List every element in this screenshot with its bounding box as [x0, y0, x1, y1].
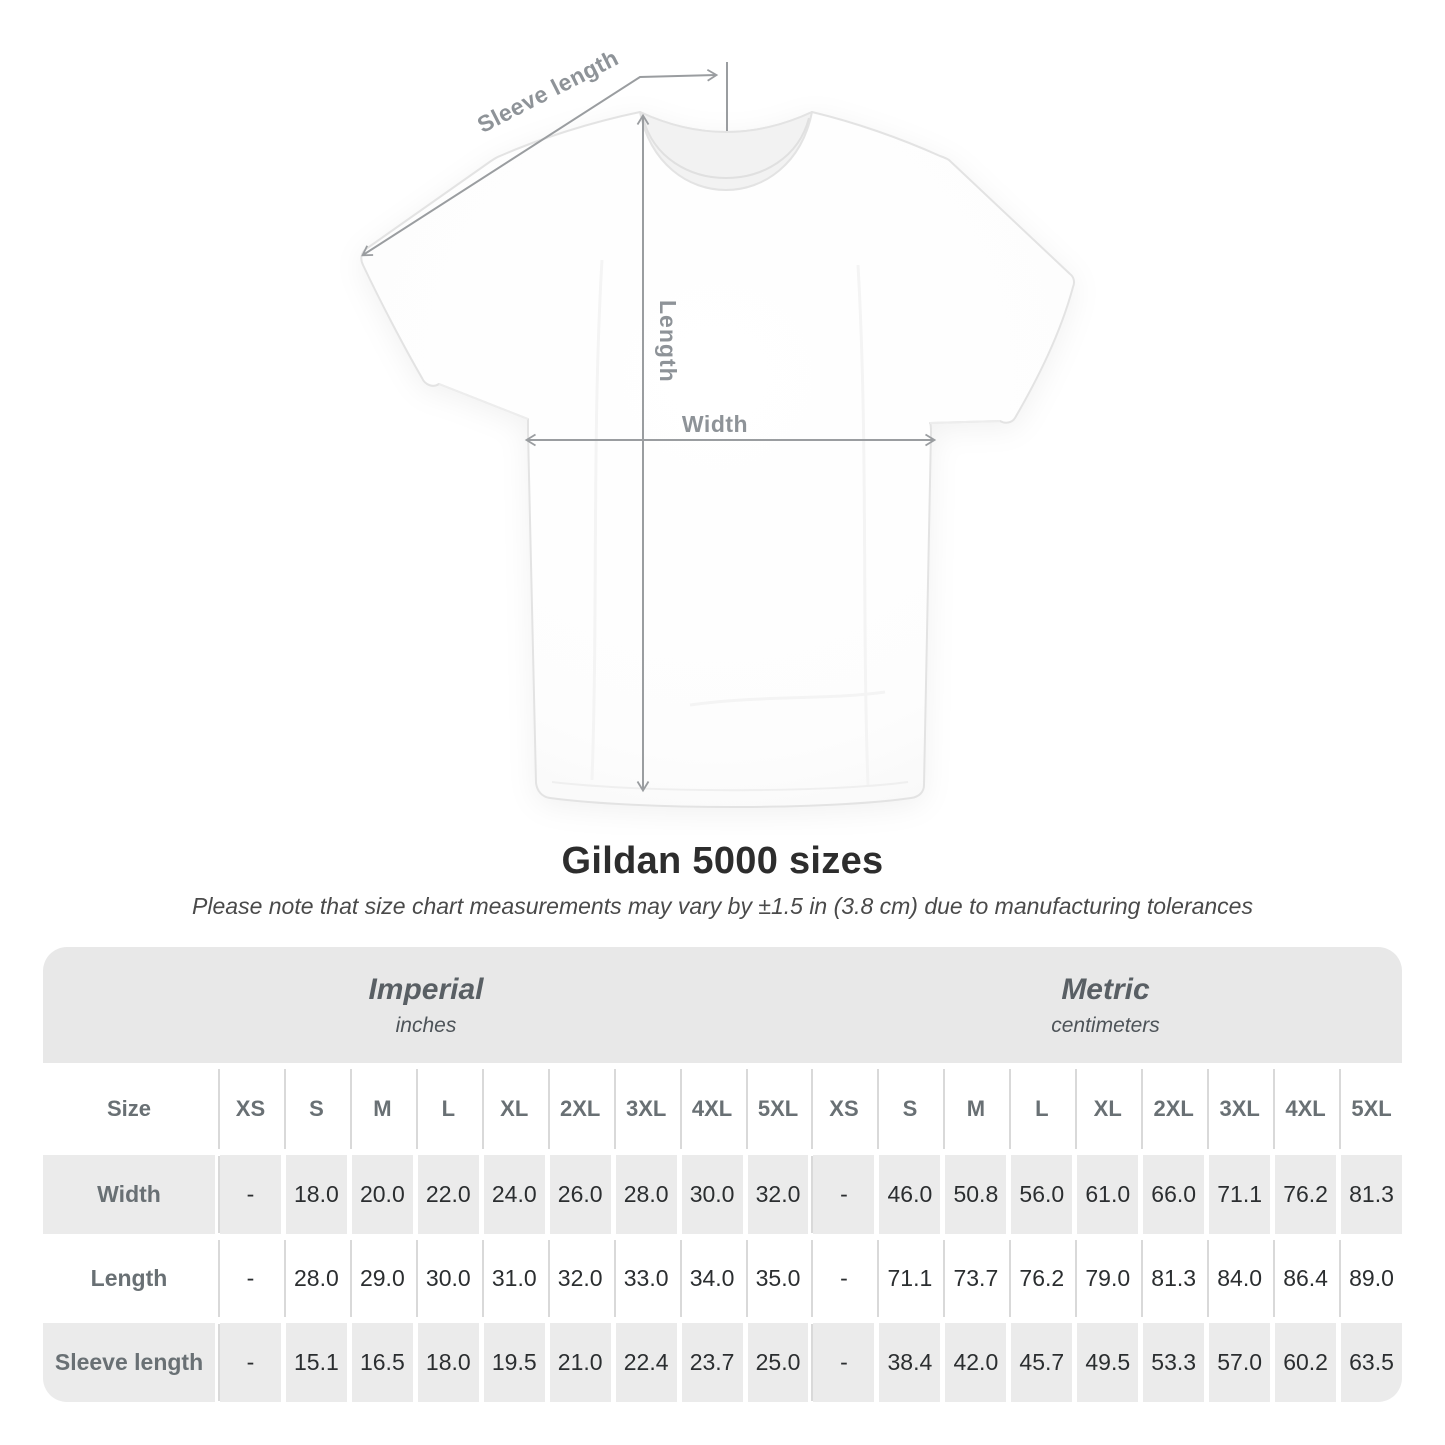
size-column-header: 3XL: [615, 1068, 677, 1150]
size-value-cell: 81.3: [1341, 1155, 1402, 1234]
size-value-cell: 18.0: [417, 1323, 479, 1402]
size-value-cell: 57.0: [1209, 1323, 1271, 1402]
size-value-cell: 81.3: [1143, 1239, 1205, 1318]
unit-header-band: Imperial inches Metric centimeters: [43, 947, 1402, 1063]
size-value-cell: 31.0: [483, 1239, 545, 1318]
size-value-cell: 76.2: [1275, 1155, 1337, 1234]
size-value-cell: 45.7: [1011, 1323, 1073, 1402]
size-value-cell: 15.1: [285, 1323, 347, 1402]
size-value-cell: 32.0: [747, 1155, 809, 1234]
size-column-header: XS: [220, 1068, 281, 1150]
size-value-cell: 73.7: [945, 1239, 1007, 1318]
size-value-cell: -: [813, 1239, 875, 1318]
size-column-header: 3XL: [1209, 1068, 1271, 1150]
size-value-cell: 28.0: [615, 1155, 677, 1234]
size-column-header: 4XL: [1275, 1068, 1337, 1150]
size-column-header: 2XL: [549, 1068, 611, 1150]
size-value-cell: 23.7: [681, 1323, 743, 1402]
imperial-header: Imperial inches: [43, 947, 809, 1063]
size-value-cell: 20.0: [351, 1155, 413, 1234]
size-value-cell: 50.8: [945, 1155, 1007, 1234]
size-value-cell: 22.4: [615, 1323, 677, 1402]
row-label: Sleeve length: [43, 1323, 215, 1402]
size-column-header: L: [1011, 1068, 1073, 1150]
size-column-header: L: [417, 1068, 479, 1150]
size-value-cell: 76.2: [1011, 1239, 1073, 1318]
size-column-header: 2XL: [1143, 1068, 1205, 1150]
size-column-header: M: [351, 1068, 413, 1150]
size-value-cell: 25.0: [747, 1323, 809, 1402]
imperial-unit: inches: [395, 1013, 457, 1037]
size-value-cell: 38.4: [879, 1323, 941, 1402]
metric-header: Metric centimeters: [809, 947, 1402, 1063]
size-value-cell: 71.1: [1209, 1155, 1271, 1234]
row-label: Width: [43, 1155, 215, 1234]
width-label: Width: [681, 411, 749, 437]
tshirt-diagram: Sleeve length Length Width: [360, 44, 1075, 808]
size-value-cell: 84.0: [1209, 1239, 1271, 1318]
size-value-cell: 61.0: [1077, 1155, 1139, 1234]
size-value-cell: 28.0: [285, 1239, 347, 1318]
size-value-cell: 79.0: [1077, 1239, 1139, 1318]
measurement-row: Width -18.0 20.0 22.0 24.0 26.0 28.0 30.0 32.0-4…: [43, 1155, 1402, 1234]
size-column-header: XL: [483, 1068, 545, 1150]
size-value-cell: -: [220, 1323, 281, 1402]
size-value-cell: -: [813, 1323, 875, 1402]
measurement-row: Sleeve length -15.1 16.5 18.0 19.5 21.0 22.4 23…: [43, 1323, 1402, 1402]
size-column-header: 5XL: [1341, 1068, 1402, 1150]
size-column-header: XS: [813, 1068, 875, 1150]
metric-unit: centimeters: [1051, 1013, 1160, 1037]
size-value-cell: 30.0: [417, 1239, 479, 1318]
size-value-cell: 35.0: [747, 1239, 809, 1318]
length-label: Length: [655, 300, 681, 383]
size-value-cell: 34.0: [681, 1239, 743, 1318]
row-label: Length: [43, 1239, 215, 1318]
size-value-cell: 49.5: [1077, 1323, 1139, 1402]
size-value-cell: 71.1: [879, 1239, 941, 1318]
size-value-cell: -: [220, 1155, 281, 1234]
size-value-cell: 32.0: [549, 1239, 611, 1318]
size-value-cell: 86.4: [1275, 1239, 1337, 1318]
size-grid: Size XS S M L XL 2XL 3XL 4XL 5XL XS S M L XL 2XL 3XL 4XL 5…: [43, 1068, 1402, 1402]
size-value-cell: 46.0: [879, 1155, 941, 1234]
size-column-header: XL: [1077, 1068, 1139, 1150]
page-title: Gildan 5000 sizes: [561, 840, 884, 882]
measurement-row: Length -28.0 29.0 30.0 31.0 32.0 33.0 34.0 35.0-…: [43, 1239, 1402, 1318]
metric-title: Metric: [1061, 972, 1150, 1006]
size-value-cell: 33.0: [615, 1239, 677, 1318]
size-value-cell: 66.0: [1143, 1155, 1205, 1234]
tolerance-note: Please note that size chart measurements…: [192, 893, 1253, 919]
size-value-cell: 18.0: [285, 1155, 347, 1234]
size-value-cell: 22.0: [417, 1155, 479, 1234]
tshirt-illustration: [360, 62, 1075, 808]
size-value-cell: 26.0: [549, 1155, 611, 1234]
size-value-cell: 42.0: [945, 1323, 1007, 1402]
sleeve-length-arrow: [361, 68, 719, 257]
size-value-cell: 56.0: [1011, 1155, 1073, 1234]
size-value-cell: -: [813, 1155, 875, 1234]
size-corner-label: Size: [43, 1068, 215, 1150]
size-value-cell: 19.5: [483, 1323, 545, 1402]
tshirt-shape: [360, 111, 1075, 808]
size-value-cell: 63.5: [1341, 1323, 1402, 1402]
size-column-header: 5XL: [747, 1068, 809, 1150]
size-column-header: M: [945, 1068, 1007, 1150]
size-header-row: Size XS S M L XL 2XL 3XL 4XL 5XL XS S M L XL 2XL 3XL 4XL 5…: [43, 1068, 1402, 1150]
size-value-cell: 24.0: [483, 1155, 545, 1234]
size-column-header: 4XL: [681, 1068, 743, 1150]
size-value-cell: 89.0: [1341, 1239, 1402, 1318]
size-value-cell: 16.5: [351, 1323, 413, 1402]
size-value-cell: 29.0: [351, 1239, 413, 1318]
size-value-cell: 30.0: [681, 1155, 743, 1234]
size-value-cell: -: [220, 1239, 281, 1318]
size-value-cell: 60.2: [1275, 1323, 1337, 1402]
size-column-header: S: [879, 1068, 941, 1150]
imperial-title: Imperial: [368, 972, 484, 1006]
size-value-cell: 53.3: [1143, 1323, 1205, 1402]
size-table: Imperial inches Metric centimeters Size X…: [43, 947, 1402, 1402]
size-column-header: S: [285, 1068, 347, 1150]
measurement-arrows: [361, 62, 937, 793]
size-value-cell: 21.0: [549, 1323, 611, 1402]
